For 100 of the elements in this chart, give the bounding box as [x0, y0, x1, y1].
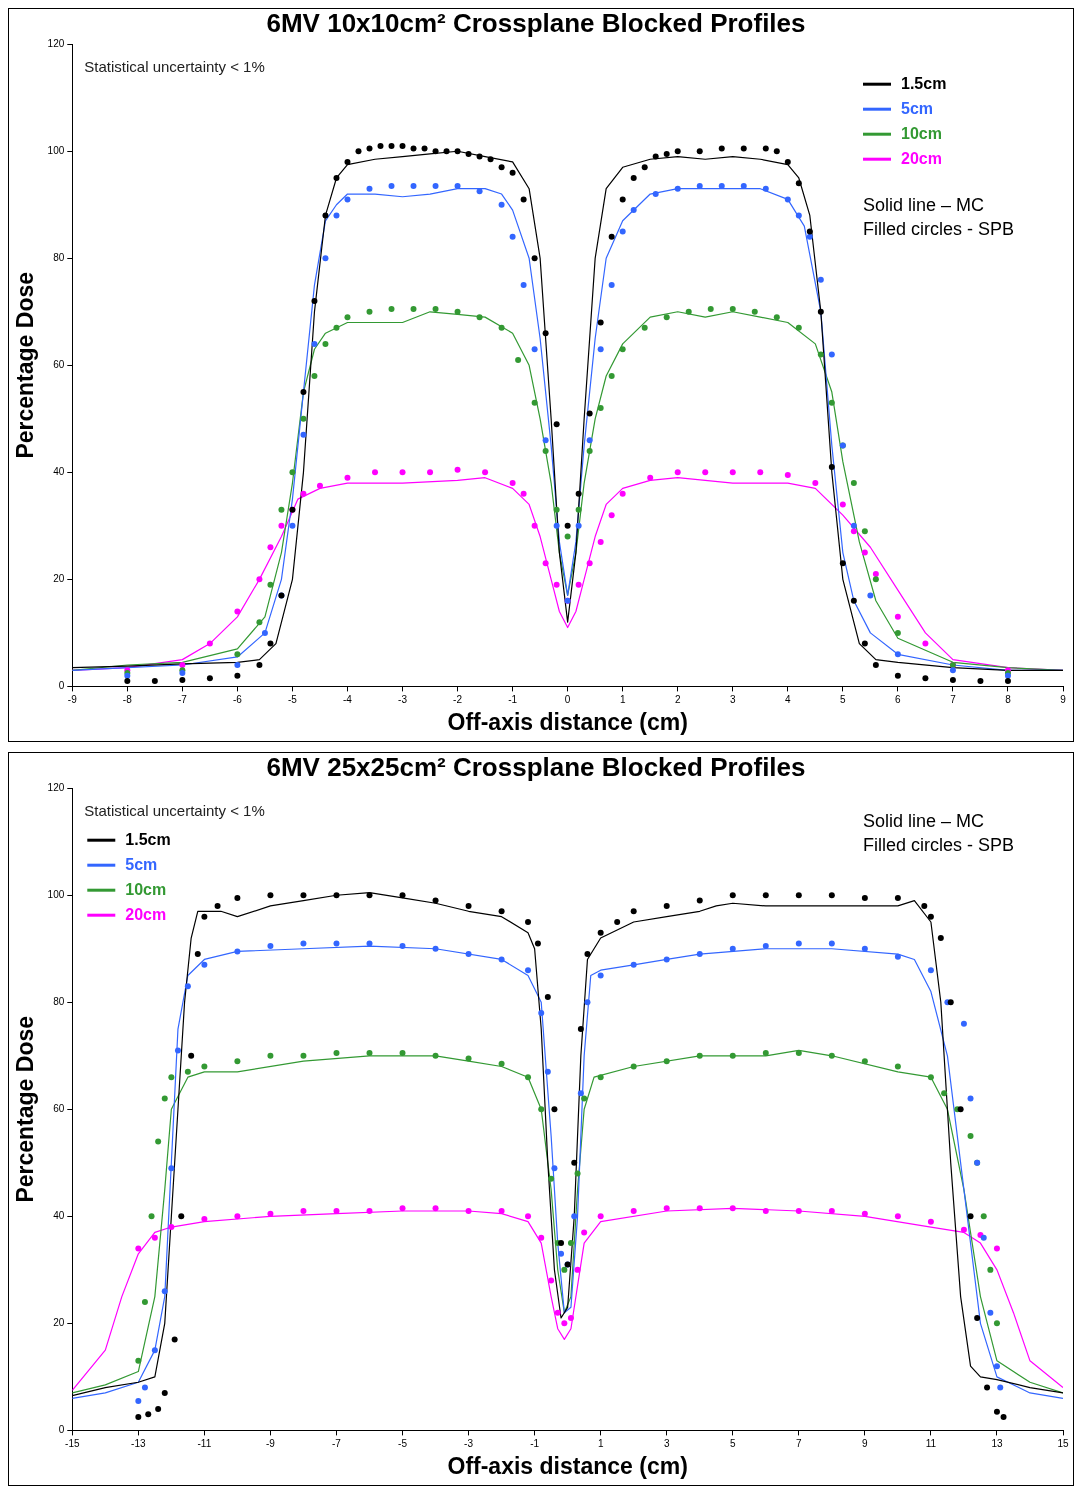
y-tick-label: 40	[53, 1210, 65, 1222]
annotation: Filled circles - SPB	[863, 219, 1015, 240]
point	[558, 1250, 565, 1257]
legend-label: 10cm	[901, 124, 942, 142]
point	[454, 308, 461, 315]
point	[751, 308, 758, 315]
point	[630, 1063, 637, 1070]
point	[432, 183, 439, 190]
point	[465, 951, 472, 958]
point	[553, 581, 560, 588]
point	[465, 1055, 472, 1062]
point	[702, 469, 709, 476]
point	[553, 522, 560, 529]
point	[135, 1397, 142, 1404]
point	[544, 993, 551, 1000]
point	[344, 196, 351, 203]
point	[812, 480, 819, 487]
point	[597, 929, 604, 936]
point	[179, 661, 186, 668]
point	[597, 538, 604, 545]
point	[575, 506, 582, 513]
point	[872, 571, 879, 578]
point	[553, 506, 560, 513]
point	[795, 892, 802, 899]
point	[696, 1052, 703, 1059]
point	[850, 528, 857, 535]
point	[267, 544, 274, 551]
point	[161, 1389, 168, 1396]
point	[531, 522, 538, 529]
y-tick-label: 0	[58, 680, 65, 692]
point	[388, 306, 395, 313]
x-tick-label: 9	[862, 1438, 869, 1450]
point	[663, 314, 670, 321]
y-tick-label: 20	[53, 1317, 65, 1329]
x-axis-title: Off-axis distance (cm)	[447, 708, 688, 735]
x-tick-label: 7	[796, 1438, 803, 1450]
point	[894, 953, 901, 960]
point	[300, 415, 307, 422]
point	[174, 1047, 181, 1054]
point	[630, 908, 637, 915]
point	[542, 437, 549, 444]
point	[828, 351, 835, 358]
point	[984, 1384, 991, 1391]
point	[184, 1068, 191, 1075]
point	[520, 282, 527, 289]
point	[974, 1315, 981, 1322]
point	[531, 399, 538, 406]
point	[316, 482, 323, 489]
point	[184, 983, 191, 990]
point	[817, 351, 824, 358]
point	[432, 1052, 439, 1059]
point	[366, 185, 373, 192]
point	[861, 1058, 868, 1065]
point	[399, 1205, 406, 1212]
point	[465, 1207, 472, 1214]
point	[135, 1357, 142, 1364]
point	[850, 480, 857, 487]
x-tick-label: -7	[177, 694, 188, 706]
point	[454, 466, 461, 473]
point	[614, 918, 621, 925]
point	[993, 1363, 1000, 1370]
point	[647, 474, 654, 481]
point	[867, 592, 874, 599]
point	[922, 640, 929, 647]
point	[652, 191, 659, 198]
point	[432, 306, 439, 313]
point	[234, 608, 241, 615]
point	[577, 1026, 584, 1033]
x-tick-label: -3	[398, 694, 408, 706]
point	[482, 469, 489, 476]
point	[525, 967, 532, 974]
point	[300, 431, 307, 438]
point	[234, 651, 241, 658]
point	[567, 1240, 574, 1247]
point	[551, 1106, 558, 1113]
point	[432, 897, 439, 904]
point	[515, 356, 522, 363]
point	[828, 892, 835, 899]
point	[574, 1170, 581, 1177]
point	[784, 472, 791, 479]
point	[894, 894, 901, 901]
x-tick-label: -5	[287, 694, 298, 706]
point	[171, 1336, 178, 1343]
chart-title: 6MV 25x25cm² Crossplane Blocked Profiles	[266, 751, 806, 782]
point	[206, 640, 213, 647]
point	[674, 185, 681, 192]
point	[795, 1050, 802, 1057]
point	[534, 940, 541, 947]
x-tick-label: -13	[131, 1438, 146, 1450]
point	[538, 1106, 545, 1113]
point	[663, 902, 670, 909]
point	[366, 1050, 373, 1057]
point	[795, 1207, 802, 1214]
x-tick-label: 4	[785, 694, 792, 706]
point	[894, 1213, 901, 1220]
point	[574, 1266, 581, 1273]
point	[597, 405, 604, 412]
point	[828, 1052, 835, 1059]
legend-label: 1.5cm	[901, 74, 947, 92]
x-tick-label: -2	[453, 694, 463, 706]
